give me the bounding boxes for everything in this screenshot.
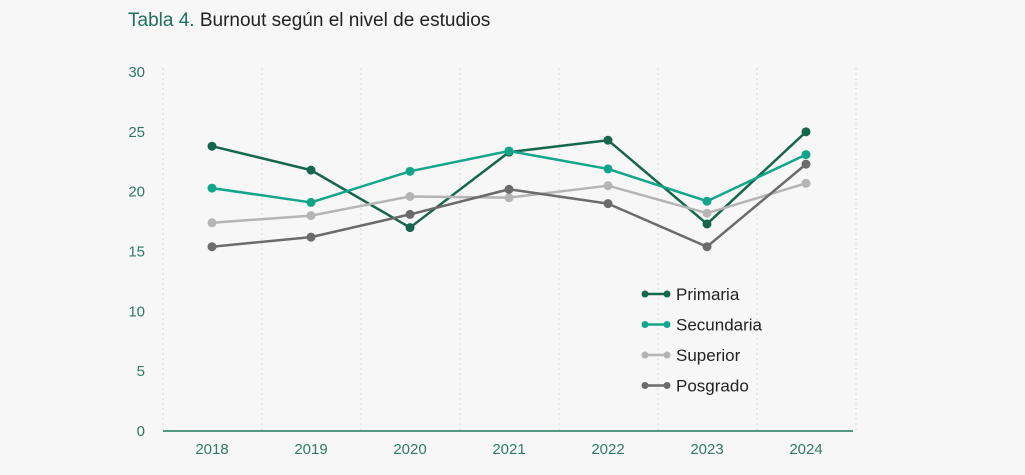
data-point-superior bbox=[405, 191, 415, 201]
data-point-posgrado bbox=[306, 232, 316, 242]
x-tick-label: 2023 bbox=[690, 441, 723, 458]
data-point-secundaria bbox=[702, 196, 712, 206]
legend-label-primaria: Primaria bbox=[676, 285, 740, 304]
x-tick-label: 2018 bbox=[195, 441, 228, 458]
y-tick-label: 30 bbox=[128, 64, 145, 81]
series-line-posgrado bbox=[211, 163, 807, 248]
x-tick-label: 2022 bbox=[591, 441, 624, 458]
data-point-superior bbox=[504, 193, 514, 203]
data-point-secundaria bbox=[306, 197, 316, 207]
legend-marker-superior bbox=[663, 351, 671, 359]
legend-label-posgrado: Posgrado bbox=[676, 377, 749, 396]
y-tick-label: 5 bbox=[137, 363, 145, 380]
y-tick-label: 0 bbox=[137, 423, 145, 440]
data-point-secundaria bbox=[603, 164, 613, 174]
data-point-posgrado bbox=[504, 184, 514, 194]
data-point-superior bbox=[306, 211, 316, 221]
data-point-primaria bbox=[603, 135, 613, 145]
data-point-posgrado bbox=[603, 199, 613, 209]
data-point-primaria bbox=[207, 141, 217, 151]
data-point-superior bbox=[207, 218, 217, 228]
legend-marker-posgrado bbox=[663, 382, 671, 389]
legend-marker-superior bbox=[641, 351, 649, 359]
y-tick-label: 10 bbox=[128, 303, 145, 320]
legend-marker-secundaria bbox=[663, 321, 671, 328]
data-point-primaria bbox=[801, 127, 811, 137]
data-point-superior bbox=[801, 178, 811, 188]
y-tick-label: 15 bbox=[128, 244, 145, 261]
legend-label-secundaria: Secundaria bbox=[676, 316, 763, 335]
data-point-posgrado bbox=[207, 242, 217, 252]
legend-label-superior: Superior bbox=[676, 346, 741, 365]
data-point-secundaria bbox=[405, 166, 415, 176]
y-tick-label: 20 bbox=[128, 184, 145, 201]
legend-marker-primaria bbox=[641, 290, 649, 298]
data-point-primaria bbox=[702, 219, 712, 229]
data-point-secundaria bbox=[504, 146, 514, 156]
chart-title: Tabla 4. Burnout según el nivel de estud… bbox=[128, 10, 490, 32]
chart-title-text: Burnout según el nivel de estudios bbox=[199, 10, 491, 31]
legend-marker-posgrado bbox=[641, 382, 649, 389]
data-point-posgrado bbox=[405, 209, 415, 219]
y-tick-label: 25 bbox=[128, 124, 145, 141]
series-line-primaria bbox=[211, 130, 807, 229]
x-tick-label: 2024 bbox=[789, 441, 822, 458]
data-point-superior bbox=[702, 208, 712, 218]
data-point-primaria bbox=[306, 165, 316, 175]
data-point-secundaria bbox=[207, 183, 217, 193]
x-tick-label: 2020 bbox=[393, 441, 426, 458]
chart-title-prefix: Tabla 4. bbox=[128, 10, 195, 31]
data-point-superior bbox=[603, 181, 613, 191]
legend-marker-secundaria bbox=[641, 321, 649, 328]
data-point-posgrado bbox=[801, 159, 811, 169]
x-tick-label: 2021 bbox=[492, 441, 525, 458]
legend-marker-primaria bbox=[663, 290, 671, 298]
x-tick-label: 2019 bbox=[294, 441, 327, 458]
data-point-posgrado bbox=[702, 242, 712, 252]
data-point-primaria bbox=[405, 223, 415, 233]
data-point-secundaria bbox=[801, 150, 811, 160]
